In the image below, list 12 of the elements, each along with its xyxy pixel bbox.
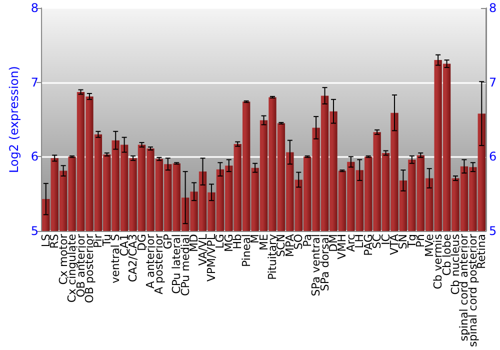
y2-tick-label: 7 [489,75,497,90]
x-tick-label: A posterior [152,234,166,294]
x-tick-label: Retina [475,234,488,270]
y-tick-label: 7 [30,75,39,90]
y2-tick-label: 5 [489,224,497,238]
y-tick-label: 6 [30,150,39,164]
y2-tick-label: 6 [489,150,497,164]
y-tick-label: 8 [30,1,39,15]
x-tick-label: ME [257,234,270,250]
y2-tick-label: 8 [489,1,497,15]
y-tick-label: 5 [30,224,39,238]
y-axis-title: Log2 (expression) [7,66,21,174]
